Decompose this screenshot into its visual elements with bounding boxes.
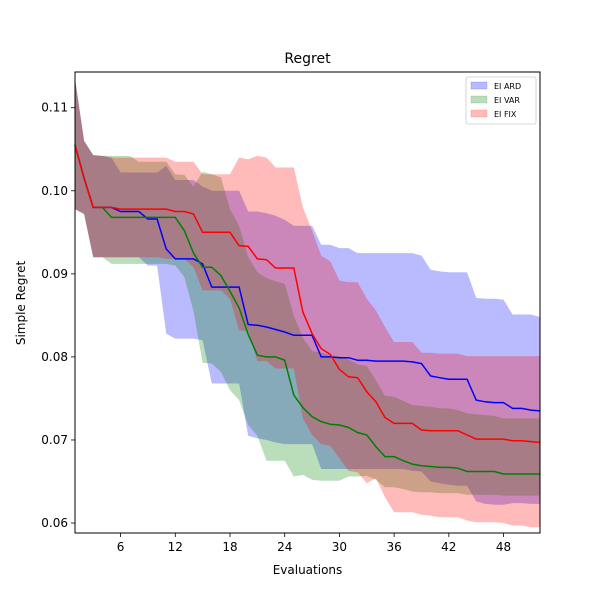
ei-ard-line — [74, 144, 541, 412]
x-tick-label: 6 — [117, 540, 125, 554]
x-tick-label: 30 — [332, 540, 347, 554]
y-tick-label: 0.06 — [41, 516, 68, 530]
plot-frame — [74, 71, 541, 534]
ei-ard-legend-swatch — [470, 81, 488, 90]
ei-var-legend-label: EI VAR — [494, 96, 520, 105]
x-axis-label: Evaluations — [273, 563, 343, 577]
x-tick-label: 48 — [496, 540, 511, 554]
ei-var-legend-swatch — [470, 95, 488, 104]
legend-box — [465, 76, 537, 125]
y-tick-label: 0.11 — [41, 101, 68, 115]
confidence-bands — [75, 78, 540, 528]
x-tick-label: 42 — [441, 540, 456, 554]
y-tick-label: 0.08 — [41, 350, 68, 364]
x-tick-label: 18 — [222, 540, 237, 554]
y-axis-ticks: 0.06 0.07 0.08 0.09 0.10 0.11 — [41, 101, 75, 530]
y-axis-label: Simple Regret — [14, 261, 28, 346]
legend: EI ARD EI VAR EI FIX — [465, 76, 537, 125]
ei-ard-legend-label: EI ARD — [494, 82, 521, 91]
mean-lines — [74, 144, 541, 475]
y-tick-label: 0.09 — [41, 267, 68, 281]
ei-fix-legend-swatch — [470, 109, 488, 118]
x-tick-label: 24 — [277, 540, 292, 554]
ei-ard-band — [75, 78, 540, 505]
ei-fix-legend-label: EI FIX — [494, 110, 517, 119]
ei-fix-band — [75, 78, 540, 528]
ei-fix-line — [74, 144, 541, 444]
x-tick-label: 12 — [168, 540, 183, 554]
ei-var-line — [74, 144, 540, 475]
x-axis-ticks: 6 12 18 24 30 36 42 48 — [117, 533, 511, 554]
y-tick-label: 0.07 — [41, 433, 68, 447]
chart-title: Regret — [284, 51, 331, 67]
x-tick-label: 36 — [386, 540, 401, 554]
y-tick-label: 0.10 — [41, 184, 68, 198]
